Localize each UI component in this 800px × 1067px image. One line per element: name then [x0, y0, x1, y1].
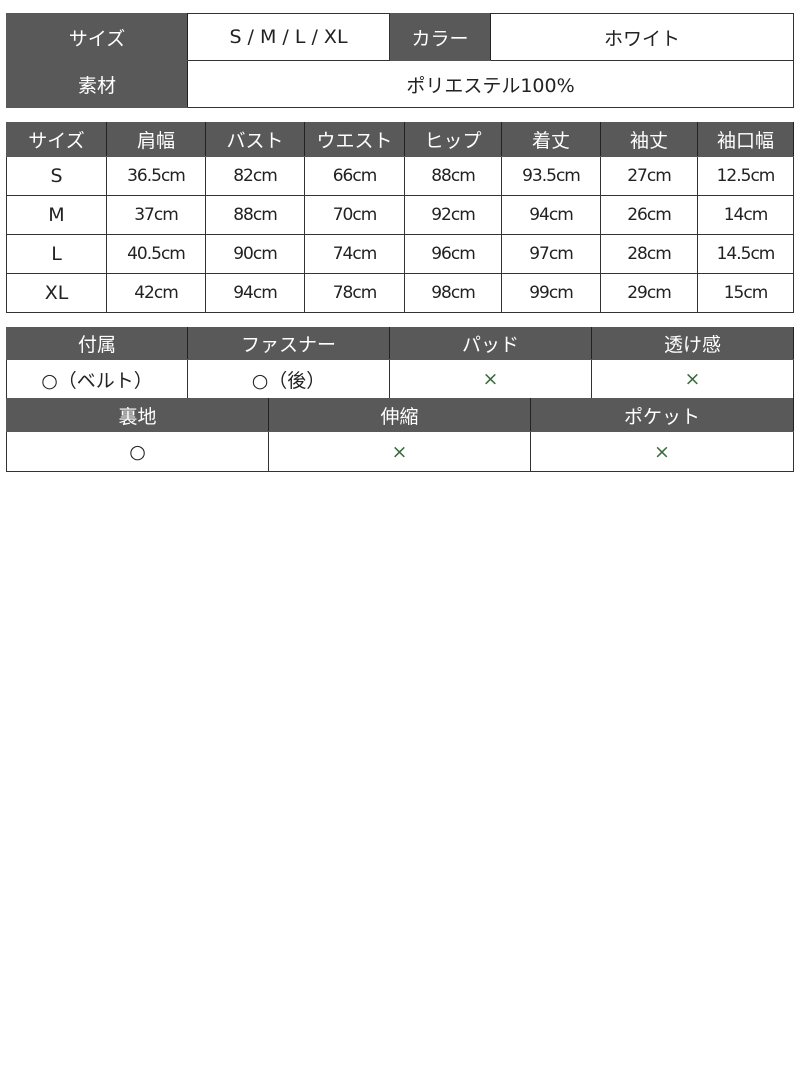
color-value: ホワイト [490, 13, 794, 61]
material-value: ポリエステル100% [187, 60, 794, 108]
feature-value: ○（後） [187, 359, 390, 399]
size-cell: M [6, 195, 107, 235]
feature-header: ポケット [530, 398, 794, 432]
measurement-cell: 92cm [404, 195, 502, 235]
feature-value: × [591, 359, 794, 399]
measurement-cell: 78cm [304, 273, 405, 313]
measurement-cell: 12.5cm [697, 156, 794, 196]
feature-value: × [530, 431, 794, 472]
feature-value: × [268, 431, 531, 472]
size-row: M 37cm 88cm 70cm 92cm 94cm 26cm 14cm [6, 195, 794, 235]
measurement-cell: 28cm [600, 234, 698, 274]
measurement-cell: 26cm [600, 195, 698, 235]
measurement-cell: 82cm [205, 156, 305, 196]
size-chart-header: ウエスト [304, 122, 405, 157]
measurement-cell: 42cm [106, 273, 206, 313]
measurement-cell: 93.5cm [501, 156, 601, 196]
color-label: カラー [389, 13, 491, 61]
size-chart-header: 着丈 [501, 122, 601, 157]
measurement-cell: 74cm [304, 234, 405, 274]
size-row: XL 42cm 94cm 78cm 98cm 99cm 29cm 15cm [6, 273, 794, 313]
features-table-2: 裏地 伸縮 ポケット ○ × × [6, 398, 794, 472]
basic-info-table: サイズ S / M / L / XL カラー ホワイト 素材 ポリエステル100… [6, 13, 794, 108]
feature-header: 裏地 [6, 398, 269, 432]
feature-header: ファスナー [187, 327, 390, 360]
size-chart-header: 袖口幅 [697, 122, 794, 157]
measurement-cell: 94cm [501, 195, 601, 235]
measurement-cell: 98cm [404, 273, 502, 313]
measurement-cell: 70cm [304, 195, 405, 235]
size-cell: XL [6, 273, 107, 313]
size-value: S / M / L / XL [187, 13, 390, 61]
measurement-cell: 88cm [205, 195, 305, 235]
feature-header: 透け感 [591, 327, 794, 360]
measurement-cell: 96cm [404, 234, 502, 274]
size-chart-header: バスト [205, 122, 305, 157]
measurement-cell: 36.5cm [106, 156, 206, 196]
feature-header: 伸縮 [268, 398, 531, 432]
measurement-cell: 40.5cm [106, 234, 206, 274]
measurement-cell: 37cm [106, 195, 206, 235]
feature-value: × [389, 359, 592, 399]
measurement-cell: 99cm [501, 273, 601, 313]
feature-value: ○（ベルト） [6, 359, 188, 399]
feature-header: パッド [389, 327, 592, 360]
measurement-cell: 14.5cm [697, 234, 794, 274]
measurement-cell: 88cm [404, 156, 502, 196]
measurement-cell: 29cm [600, 273, 698, 313]
size-label: サイズ [6, 13, 188, 61]
size-chart-table: サイズ 肩幅 バスト ウエスト ヒップ 着丈 袖丈 袖口幅 S 36.5cm 82cm 66cm 88… [6, 122, 794, 313]
material-label: 素材 [6, 60, 188, 108]
size-chart-header: 肩幅 [106, 122, 206, 157]
size-cell: L [6, 234, 107, 274]
measurement-cell: 90cm [205, 234, 305, 274]
measurement-cell: 15cm [697, 273, 794, 313]
size-row: S 36.5cm 82cm 66cm 88cm 93.5cm 27cm 12.5cm [6, 156, 794, 196]
measurement-cell: 27cm [600, 156, 698, 196]
size-cell: S [6, 156, 107, 196]
measurement-cell: 66cm [304, 156, 405, 196]
features-table-1: 付属 ファスナー パッド 透け感 ○（ベルト） ○（後） × × [6, 327, 794, 399]
size-chart-header: サイズ [6, 122, 107, 157]
measurement-cell: 94cm [205, 273, 305, 313]
size-chart-header: 袖丈 [600, 122, 698, 157]
measurement-cell: 97cm [501, 234, 601, 274]
feature-header: 付属 [6, 327, 188, 360]
size-row: L 40.5cm 90cm 74cm 96cm 97cm 28cm 14.5cm [6, 234, 794, 274]
measurement-cell: 14cm [697, 195, 794, 235]
feature-value: ○ [6, 431, 269, 472]
size-chart-header: ヒップ [404, 122, 502, 157]
